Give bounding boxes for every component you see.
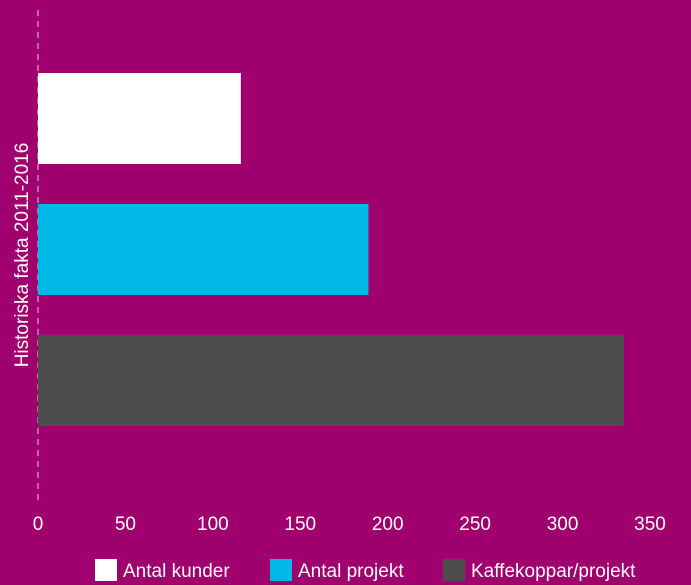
x-tick-label: 350 xyxy=(634,514,666,535)
legend-label: Antal kunder xyxy=(123,561,230,582)
x-tick-label: 250 xyxy=(459,514,491,535)
x-tick-label: 150 xyxy=(284,514,316,535)
legend-item: Antal kunder xyxy=(95,559,230,582)
bars-group xyxy=(38,73,624,426)
legend-label: Antal projekt xyxy=(298,561,404,582)
x-tick-label: 300 xyxy=(547,514,579,535)
bar-antal-kunder xyxy=(38,73,241,164)
bar-antal-projekt xyxy=(38,204,369,295)
y-axis-label: Historiska fakta 2011-2016 xyxy=(12,143,33,368)
x-ticks-group: 0 50 100 150 200 250 300 350 xyxy=(33,514,666,535)
legend-label: Kaffekoppar/projekt xyxy=(471,561,636,582)
x-tick-label: 200 xyxy=(372,514,404,535)
legend-item: Antal projekt xyxy=(270,559,404,582)
x-tick-label: 0 xyxy=(33,514,44,535)
legend-swatch xyxy=(95,559,117,581)
legend: Antal kunder Antal projekt Kaffekoppar/pro… xyxy=(95,559,636,582)
legend-swatch xyxy=(270,559,292,581)
bar-kaffekoppar-projekt xyxy=(38,335,624,426)
x-tick-label: 100 xyxy=(197,514,229,535)
x-tick-label: 50 xyxy=(115,514,136,535)
legend-item: Kaffekoppar/projekt xyxy=(443,559,636,582)
legend-swatch xyxy=(443,559,465,581)
